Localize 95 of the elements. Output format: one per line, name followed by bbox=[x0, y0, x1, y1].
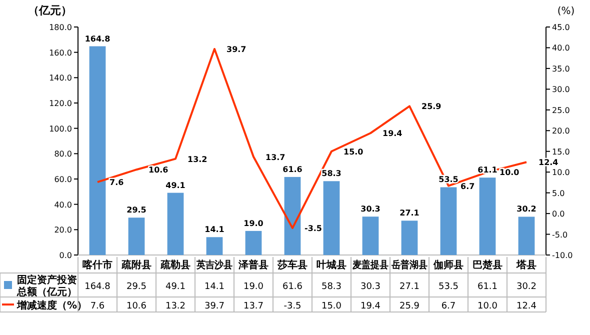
text: 15.0 bbox=[344, 147, 364, 156]
data-label: 12.4 bbox=[516, 302, 537, 312]
text: 30.3 bbox=[360, 204, 380, 214]
text: 19.0 bbox=[244, 218, 264, 228]
x-tick-label: 喀什市 bbox=[82, 259, 112, 271]
data-label: 13.7 bbox=[243, 302, 264, 312]
text: 39.7 bbox=[226, 44, 246, 54]
data-label: 6.7 bbox=[441, 302, 456, 312]
y2-tick-label: -10.0 bbox=[552, 251, 573, 260]
text: 61.6 bbox=[282, 164, 302, 174]
x-tick-label: 伽师县 bbox=[432, 259, 464, 271]
y2-tick-label: 20.0 bbox=[552, 126, 570, 136]
data-label: 49.1 bbox=[165, 282, 186, 292]
data-label: 10.0 bbox=[477, 302, 498, 312]
text: 25.9 bbox=[422, 102, 442, 112]
data-label: 61.1 bbox=[477, 282, 498, 292]
y2-tick-label: 40.0 bbox=[552, 44, 570, 53]
data-label: 61.6 bbox=[282, 282, 303, 292]
text: 27.1 bbox=[400, 208, 420, 218]
y2-tick-label: 45.0 bbox=[552, 23, 570, 32]
y-tick-label: 80.0 bbox=[54, 150, 72, 159]
data-label: 53.5 bbox=[438, 282, 459, 292]
y-tick-label: 20.0 bbox=[54, 226, 72, 235]
y2-tick-label: 25.0 bbox=[552, 106, 570, 115]
data-label: 14.1 bbox=[204, 282, 225, 292]
x-tick-label: 叶城县 bbox=[316, 259, 346, 271]
x-tick-label: 岳普湖县 bbox=[390, 259, 432, 271]
text: 49.1 bbox=[166, 180, 186, 190]
x-tick-label: 泽普县 bbox=[238, 259, 268, 271]
data-label: 58.3 bbox=[321, 282, 342, 292]
y-tick-label: 120.0 bbox=[49, 99, 72, 108]
text: 14.1 bbox=[204, 225, 224, 234]
x-tick-label: 疏勒县 bbox=[160, 259, 190, 271]
data-label: 10.6 bbox=[126, 302, 147, 312]
data-label: 39.7 bbox=[204, 302, 225, 312]
legend-label: 固定资产投资总额（亿元） bbox=[16, 274, 77, 298]
x-tick-label: 塔县 bbox=[516, 259, 536, 271]
y-tick-label: 60.0 bbox=[54, 175, 72, 184]
y-tick-label: 180.0 bbox=[49, 23, 72, 32]
bar bbox=[362, 216, 379, 255]
data-label: 30.2 bbox=[516, 282, 537, 292]
y2-tick-label: 0.0 bbox=[552, 210, 565, 219]
y2-tick-label: 30.0 bbox=[552, 85, 570, 94]
text: -3.5 bbox=[304, 224, 322, 234]
data-label: -3.5 bbox=[284, 302, 302, 312]
x-tick-label: 莎车县 bbox=[276, 259, 308, 271]
text: 7.6 bbox=[110, 178, 124, 188]
bar bbox=[89, 46, 106, 255]
text: 164.8 bbox=[84, 34, 110, 44]
data-label: 25.9 bbox=[399, 302, 420, 312]
text: 58.3 bbox=[322, 169, 342, 178]
data-label: 19.4 bbox=[360, 302, 381, 312]
text: 13.7 bbox=[266, 152, 286, 162]
text: 10.0 bbox=[500, 168, 520, 178]
y2-tick-label: 15.0 bbox=[552, 147, 570, 156]
bar bbox=[323, 181, 340, 255]
text: 10.6 bbox=[148, 166, 168, 175]
y2-axis-title: (%) bbox=[557, 6, 575, 17]
data-label: 15.0 bbox=[321, 302, 342, 312]
data-label: 7.6 bbox=[90, 302, 105, 312]
data-label: 19.0 bbox=[243, 282, 264, 292]
bar bbox=[167, 192, 184, 255]
y-tick-label: 0.0 bbox=[59, 251, 72, 260]
bar bbox=[128, 218, 145, 255]
y2-tick-label: 5.0 bbox=[552, 188, 565, 198]
text: 19.4 bbox=[382, 129, 402, 138]
x-tick-label: 巴楚县 bbox=[472, 259, 502, 271]
text: 30.2 bbox=[516, 204, 536, 214]
x-tick-label: 麦盖提县 bbox=[352, 259, 392, 271]
bar bbox=[518, 216, 535, 255]
data-label: 29.5 bbox=[126, 282, 147, 292]
text: 13.2 bbox=[188, 154, 208, 164]
bar bbox=[440, 187, 457, 255]
y2-tick-label: -5.0 bbox=[552, 230, 568, 240]
y-tick-label: 40.0 bbox=[54, 200, 72, 210]
y-axis-title: （亿元） bbox=[28, 4, 72, 17]
y-tick-label: 100.0 bbox=[49, 124, 72, 134]
legend-label: 增减速度（%） bbox=[16, 300, 88, 312]
data-label: 13.2 bbox=[165, 302, 186, 312]
data-label: 30.3 bbox=[360, 282, 381, 292]
bar bbox=[401, 220, 418, 255]
bar bbox=[245, 230, 262, 255]
text: 6.7 bbox=[460, 182, 475, 191]
bar bbox=[284, 176, 301, 255]
bar bbox=[206, 237, 223, 255]
y2-tick-label: 10.0 bbox=[552, 168, 570, 178]
bar bbox=[479, 178, 496, 255]
y2-tick-label: 35.0 bbox=[552, 64, 570, 74]
x-tick-label: 英吉沙县 bbox=[196, 259, 236, 271]
y-tick-label: 160.0 bbox=[49, 48, 72, 58]
y-tick-label: 140.0 bbox=[49, 74, 72, 83]
data-label: 27.1 bbox=[399, 282, 420, 292]
x-tick-label: 疏附县 bbox=[120, 259, 152, 271]
text: 29.5 bbox=[126, 206, 146, 215]
data-label: 164.8 bbox=[84, 282, 111, 292]
